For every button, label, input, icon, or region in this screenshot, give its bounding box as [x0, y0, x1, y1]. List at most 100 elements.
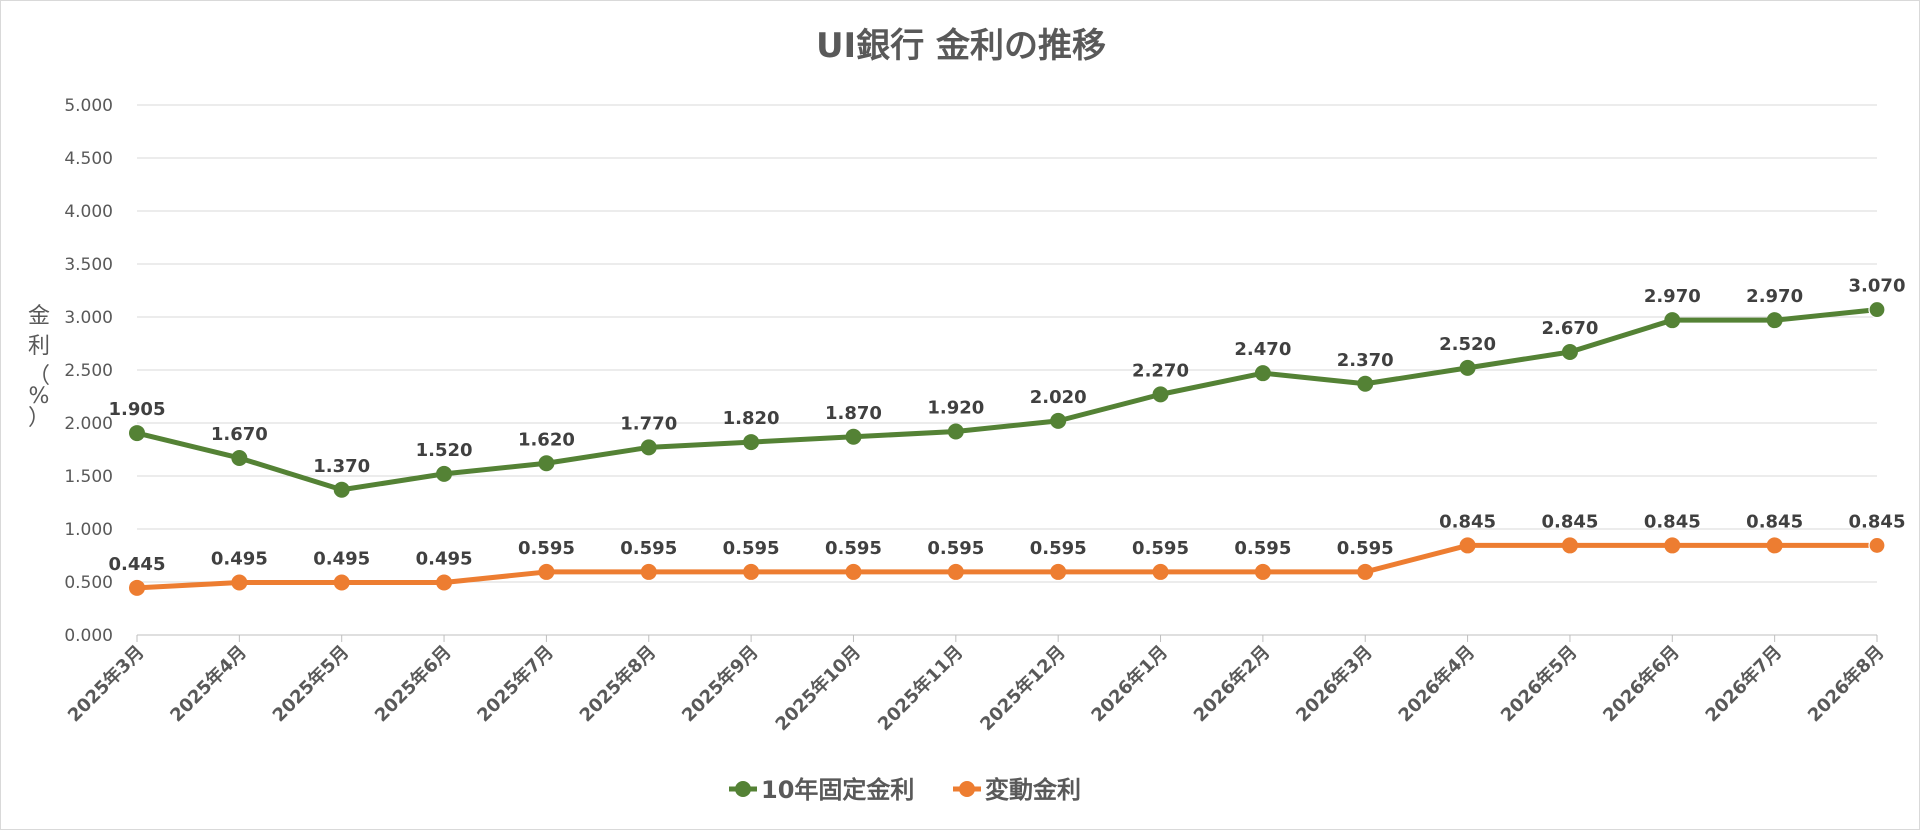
y-axis-label-char: ） [28, 406, 50, 431]
x-tick-label: 2026年8月 [1803, 641, 1888, 726]
data-label: 0.595 [1337, 538, 1394, 559]
data-point[interactable] [231, 449, 248, 466]
data-point[interactable] [743, 434, 760, 451]
x-tick-label: 2025年9月 [677, 641, 762, 726]
data-point[interactable] [1664, 537, 1681, 554]
y-tick-label: 2.000 [64, 414, 113, 434]
data-point[interactable] [743, 563, 760, 580]
data-label: 0.595 [723, 538, 780, 559]
data-label: 0.595 [1132, 538, 1189, 559]
x-tick-label: 2025年10月 [771, 641, 865, 735]
x-tick-label: 2025年4月 [166, 641, 251, 726]
data-label: 0.845 [1849, 511, 1906, 532]
data-point[interactable] [538, 455, 555, 472]
data-label: 1.620 [518, 429, 575, 450]
data-label: 1.770 [620, 413, 677, 434]
data-label: 2.970 [1644, 286, 1701, 307]
x-tick-label: 2025年6月 [370, 641, 455, 726]
data-point[interactable] [1868, 536, 1886, 555]
x-tick-label: 2025年11月 [873, 641, 967, 735]
data-label: 2.370 [1337, 350, 1394, 371]
data-label: 0.595 [518, 538, 575, 559]
data-label: 1.370 [313, 456, 370, 477]
data-label: 0.845 [1746, 511, 1803, 532]
y-axis-ticks: 0.000 0.500 1.000 1.500 2.000 2.500 3.000 3.500… [64, 96, 113, 646]
data-point[interactable] [129, 425, 145, 442]
x-tick-label: 2026年2月 [1189, 641, 1274, 726]
series-variable [129, 536, 1886, 596]
data-label: 1.920 [927, 397, 984, 418]
legend-item-variable[interactable]: 変動金利 [953, 776, 1081, 804]
data-label: 0.595 [927, 538, 984, 559]
y-tick-label: 2.500 [64, 361, 113, 381]
y-tick-label: 3.000 [64, 308, 113, 328]
series-line [134, 307, 1880, 493]
data-label: 2.670 [1541, 318, 1598, 339]
data-label: 0.495 [211, 549, 268, 570]
y-tick-label: 1.000 [64, 520, 113, 540]
data-point[interactable] [640, 439, 657, 456]
data-label: 0.845 [1439, 511, 1496, 532]
data-point[interactable] [1561, 537, 1578, 554]
data-point[interactable] [1766, 537, 1783, 554]
data-point[interactable] [1254, 563, 1271, 580]
data-point[interactable] [845, 563, 862, 580]
x-tick-label: 2026年7月 [1701, 641, 1786, 726]
data-label: 3.070 [1849, 276, 1906, 297]
y-tick-label: 4.000 [64, 202, 113, 222]
legend-marker-fixed [735, 781, 751, 797]
data-point[interactable] [333, 574, 350, 591]
data-label: 0.595 [1030, 538, 1087, 559]
data-label: 1.905 [109, 399, 166, 420]
legend-label-fixed: 10年固定金利 [761, 776, 914, 804]
data-point[interactable] [1459, 537, 1476, 554]
data-point[interactable] [947, 423, 964, 440]
data-point[interactable] [1152, 386, 1169, 403]
data-point[interactable] [538, 563, 555, 580]
legend-label-variable: 変動金利 [985, 776, 1081, 804]
data-point[interactable] [1766, 312, 1783, 329]
y-tick-label: 1.500 [64, 467, 113, 487]
data-point[interactable] [129, 579, 145, 596]
data-label: 0.595 [620, 538, 677, 559]
data-point[interactable] [436, 574, 453, 591]
x-tick-label: 2025年12月 [976, 641, 1070, 735]
data-labels: 1.905 1.670 1.370 1.520 1.620 1.770 1.820 1.870… [109, 276, 1906, 575]
data-point[interactable] [1868, 300, 1886, 319]
series-layer [129, 300, 1886, 596]
legend-marker-variable [959, 781, 975, 797]
data-label: 1.670 [211, 424, 268, 445]
data-point[interactable] [231, 574, 248, 591]
data-point[interactable] [1561, 343, 1578, 360]
data-label: 0.495 [416, 549, 473, 570]
x-tick-label: 2026年6月 [1599, 641, 1684, 726]
data-label: 0.445 [109, 554, 166, 575]
data-label: 2.520 [1439, 334, 1496, 355]
y-axis-label-char: % [29, 384, 50, 409]
data-point[interactable] [1357, 375, 1374, 392]
data-point[interactable] [1152, 563, 1169, 580]
x-tick-label: 2026年5月 [1496, 641, 1581, 726]
data-point[interactable] [1254, 365, 1271, 382]
x-tick-label: 2025年8月 [575, 641, 660, 726]
data-point[interactable] [1459, 359, 1476, 376]
data-point[interactable] [1357, 563, 1374, 580]
legend-item-fixed[interactable]: 10年固定金利 [729, 776, 914, 804]
y-tick-label: 0.500 [64, 573, 113, 593]
data-point[interactable] [436, 465, 453, 482]
data-point[interactable] [845, 428, 862, 445]
data-point[interactable] [333, 481, 350, 498]
data-point[interactable] [947, 563, 964, 580]
data-label: 1.520 [416, 440, 473, 461]
data-point[interactable] [1050, 412, 1067, 429]
series-line [134, 542, 1880, 591]
data-point[interactable] [1050, 563, 1067, 580]
data-label: 2.270 [1132, 360, 1189, 381]
data-point[interactable] [640, 563, 657, 580]
y-axis-label: 金 利 （ % ） [28, 304, 50, 431]
data-point[interactable] [1664, 312, 1681, 329]
data-label: 0.595 [825, 538, 882, 559]
chart-title: UI銀行 金利の推移 [816, 26, 1106, 66]
